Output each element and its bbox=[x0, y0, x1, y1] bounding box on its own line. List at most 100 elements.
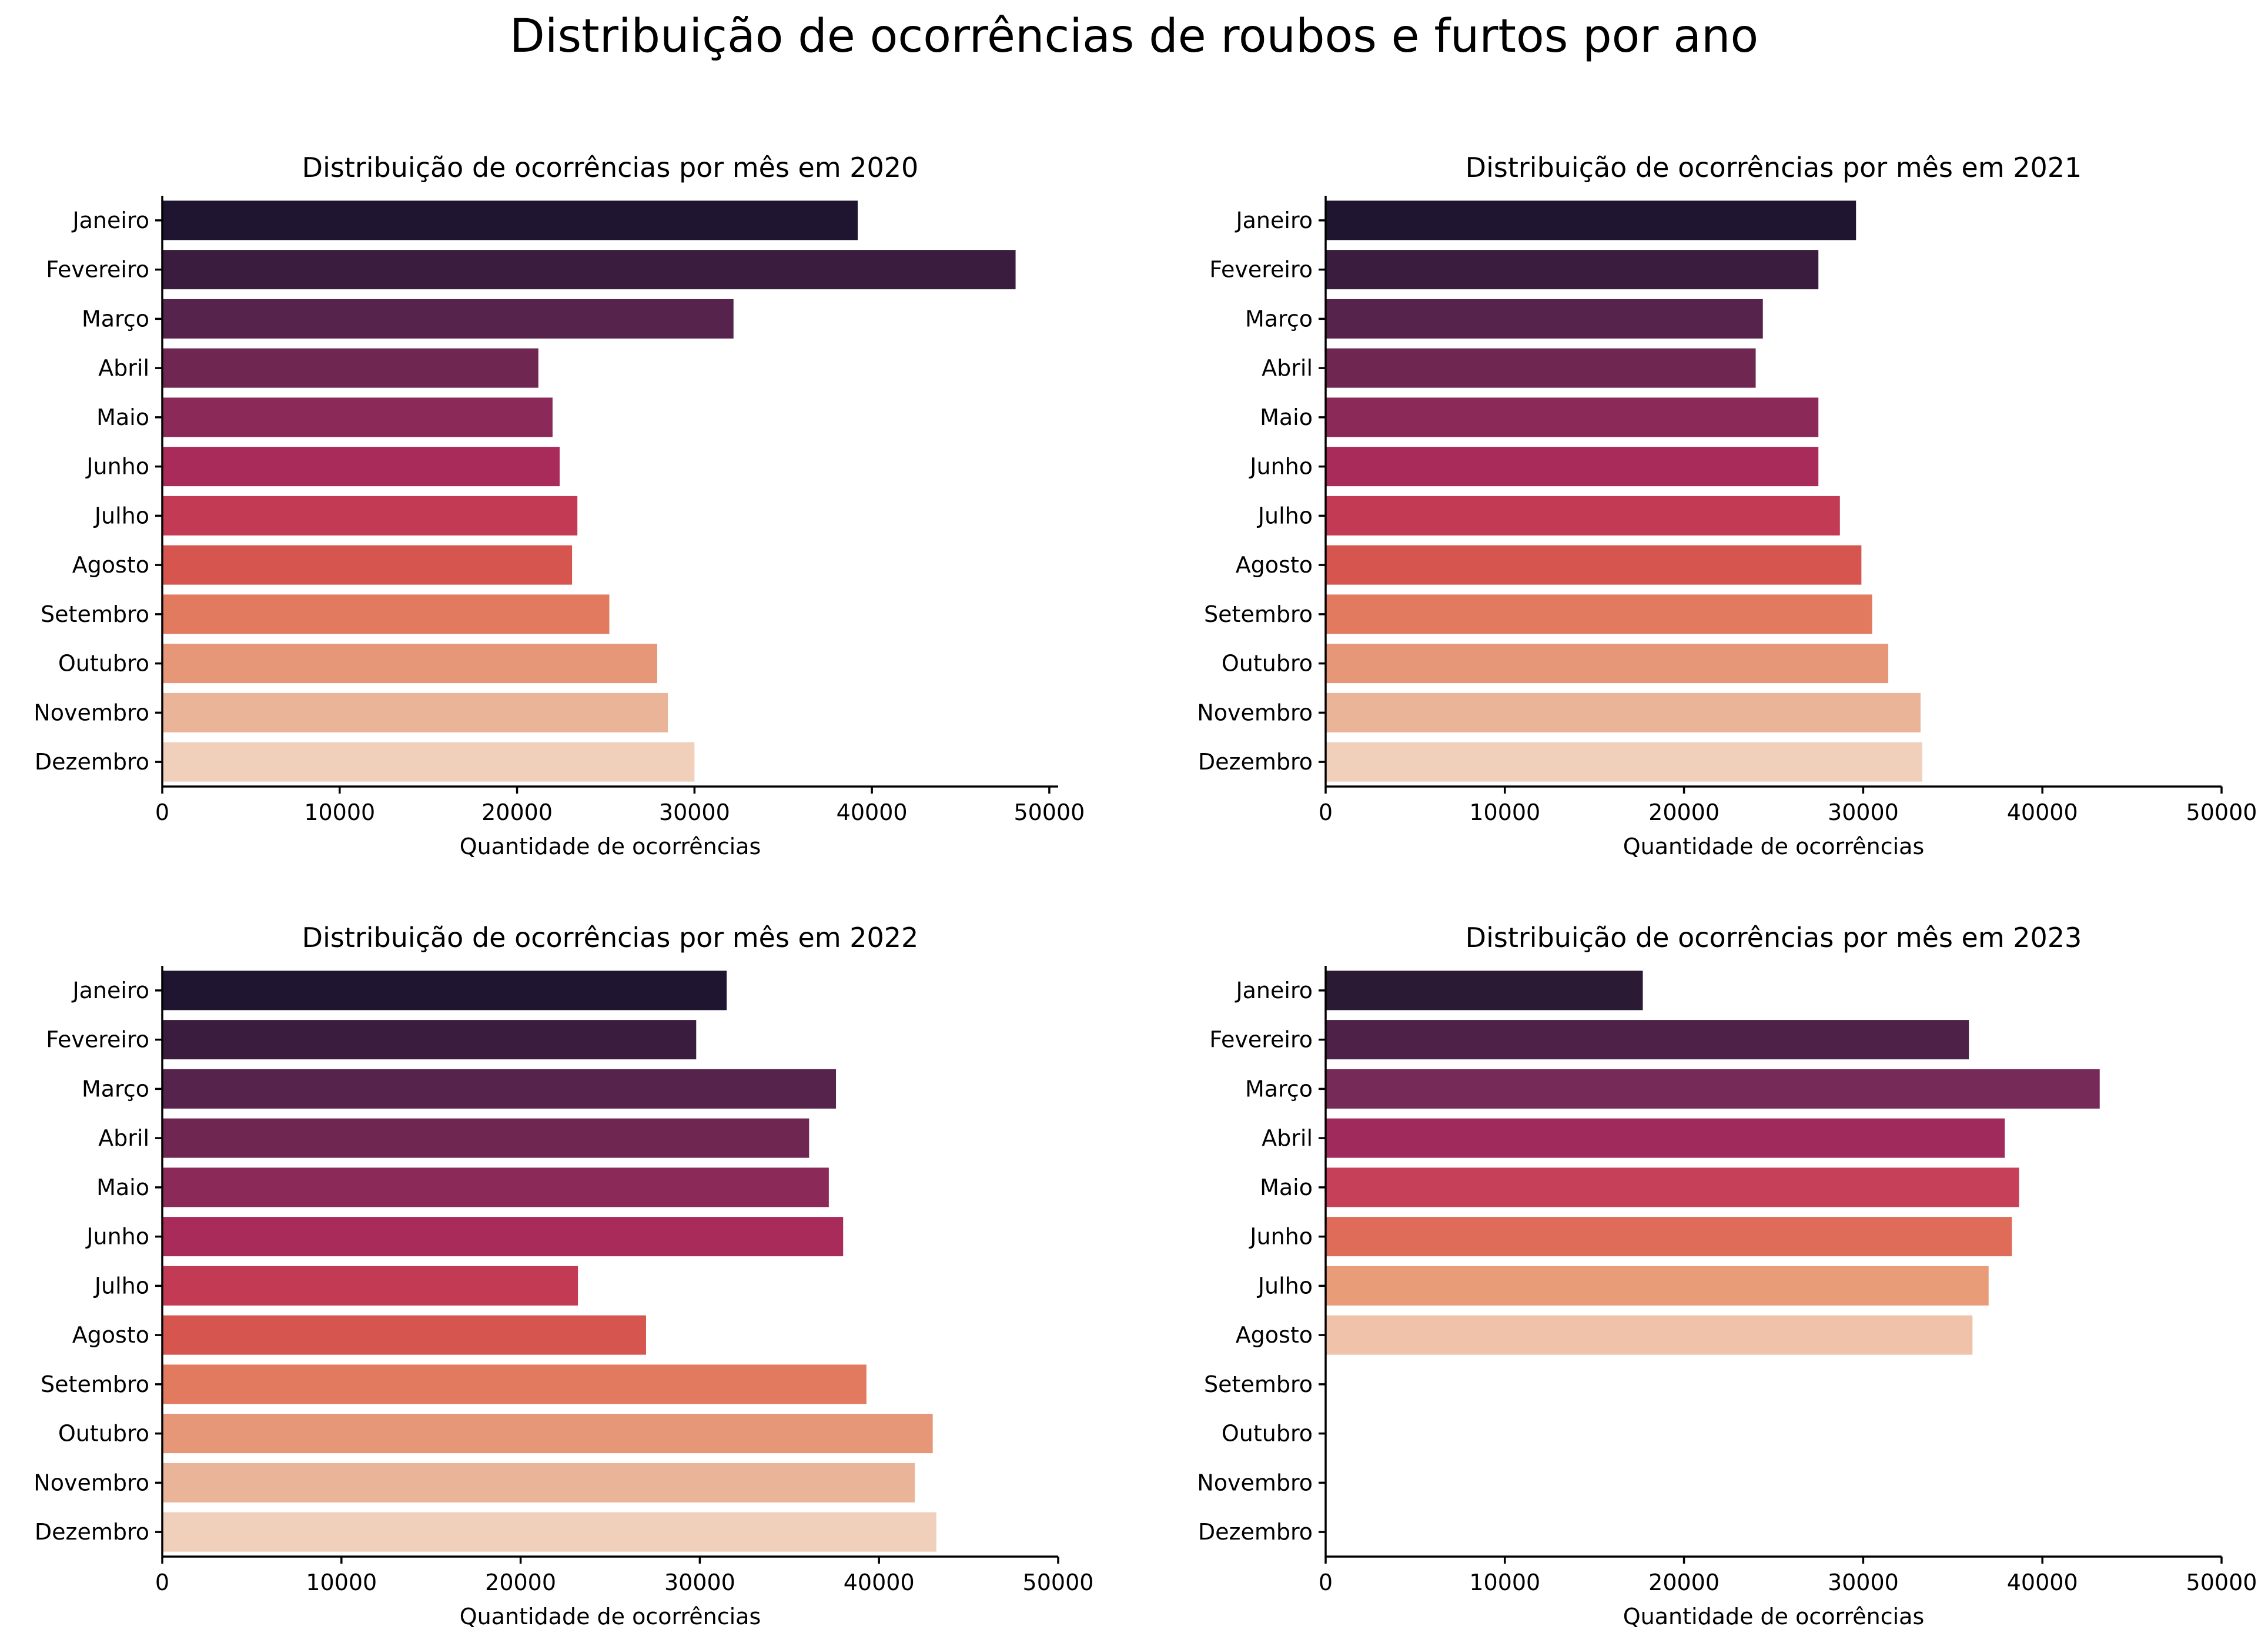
x-tick-label: 30000 bbox=[1828, 799, 1899, 825]
y-tick-label: Junho bbox=[1249, 454, 1313, 480]
bar-fevereiro bbox=[1326, 250, 1819, 290]
bar-maio bbox=[162, 1167, 829, 1207]
y-tick-label: Dezembro bbox=[1198, 1519, 1313, 1545]
subplot-title: Distribuição de ocorrências por mês em 2… bbox=[1466, 922, 2082, 953]
x-tick-label: 50000 bbox=[2186, 799, 2257, 825]
x-tick-label: 20000 bbox=[1648, 1570, 1720, 1595]
bar-julho bbox=[1326, 496, 1840, 536]
y-tick-label: Outubro bbox=[58, 1421, 149, 1447]
x-tick-label: 50000 bbox=[1023, 1570, 1094, 1595]
y-tick-label: Maio bbox=[1260, 404, 1313, 430]
bar-junho bbox=[1326, 447, 1819, 487]
x-tick-label: 50000 bbox=[2186, 1570, 2257, 1595]
x-tick-label: 30000 bbox=[659, 799, 730, 825]
y-tick-label: Setembro bbox=[1204, 1371, 1313, 1397]
bar-outubro bbox=[162, 1414, 933, 1454]
bar-julho bbox=[162, 1266, 578, 1306]
y-tick-label: Outubro bbox=[1222, 651, 1313, 677]
x-tick-label: 10000 bbox=[304, 799, 375, 825]
y-tick-label: Março bbox=[82, 306, 149, 332]
bar-março bbox=[1326, 299, 1763, 339]
y-tick-label: Agosto bbox=[1236, 552, 1313, 578]
y-tick-label: Julho bbox=[93, 503, 149, 528]
bar-fevereiro bbox=[162, 250, 1016, 290]
bar-dezembro bbox=[162, 1512, 936, 1552]
x-tick-label: 30000 bbox=[1828, 1570, 1899, 1595]
y-tick-label: Novembro bbox=[1197, 1470, 1313, 1495]
y-tick-label: Fevereiro bbox=[46, 1027, 149, 1053]
subplot-2: Distribuição de ocorrências por mês em 2… bbox=[1197, 152, 2257, 859]
x-tick-label: 0 bbox=[1319, 799, 1333, 825]
y-tick-label: Abril bbox=[1262, 355, 1313, 381]
bar-outubro bbox=[162, 644, 657, 684]
y-tick-label: Junho bbox=[1249, 1224, 1313, 1250]
x-tick-label: 20000 bbox=[485, 1570, 556, 1595]
y-tick-label: Fevereiro bbox=[1209, 1027, 1313, 1053]
x-tick-label: 40000 bbox=[844, 1570, 915, 1595]
y-tick-label: Junho bbox=[85, 1224, 149, 1250]
y-tick-label: Março bbox=[1245, 306, 1313, 332]
x-tick-label: 10000 bbox=[1469, 799, 1540, 825]
bar-janeiro bbox=[162, 971, 727, 1010]
bar-agosto bbox=[1326, 1315, 1973, 1355]
bar-maio bbox=[1326, 1167, 2019, 1207]
y-tick-label: Novembro bbox=[1197, 700, 1313, 725]
x-tick-label: 10000 bbox=[1469, 1570, 1540, 1595]
y-tick-label: Outubro bbox=[58, 651, 149, 677]
y-tick-label: Novembro bbox=[34, 1470, 149, 1495]
y-tick-label: Junho bbox=[85, 454, 149, 480]
bar-junho bbox=[1326, 1217, 2012, 1257]
x-axis-label: Quantidade de ocorrências bbox=[460, 1604, 761, 1629]
x-axis-label: Quantidade de ocorrências bbox=[460, 834, 761, 859]
y-tick-label: Abril bbox=[98, 355, 149, 381]
y-tick-label: Dezembro bbox=[35, 749, 149, 775]
bar-novembro bbox=[1326, 692, 1921, 732]
bar-abril bbox=[1326, 1118, 2005, 1158]
subplot-grid: Distribuição de ocorrências por mês em 2… bbox=[34, 152, 2257, 1629]
y-tick-label: Maio bbox=[96, 404, 149, 430]
bar-maio bbox=[162, 397, 553, 437]
subplot-title: Distribuição de ocorrências por mês em 2… bbox=[302, 152, 919, 183]
x-tick-label: 10000 bbox=[306, 1570, 377, 1595]
y-tick-label: Agosto bbox=[1236, 1322, 1313, 1348]
y-tick-label: Janeiro bbox=[1235, 978, 1313, 1003]
bar-abril bbox=[162, 1118, 809, 1158]
bar-junho bbox=[162, 1217, 844, 1257]
y-tick-label: Janeiro bbox=[71, 208, 149, 233]
y-tick-label: Março bbox=[82, 1076, 149, 1102]
y-tick-label: Abril bbox=[98, 1125, 149, 1151]
x-tick-label: 40000 bbox=[837, 799, 908, 825]
bar-agosto bbox=[162, 1315, 646, 1355]
x-tick-label: 0 bbox=[155, 799, 169, 825]
subplot-1: Distribuição de ocorrências por mês em 2… bbox=[34, 152, 1085, 859]
subplot-3: Distribuição de ocorrências por mês em 2… bbox=[34, 922, 1093, 1629]
bar-fevereiro bbox=[1326, 1020, 1969, 1060]
bar-setembro bbox=[162, 1364, 867, 1404]
bar-abril bbox=[162, 348, 538, 388]
x-tick-label: 50000 bbox=[1013, 799, 1085, 825]
bar-fevereiro bbox=[162, 1020, 697, 1060]
y-tick-label: Janeiro bbox=[71, 978, 149, 1003]
y-tick-label: Maio bbox=[96, 1174, 149, 1200]
bar-julho bbox=[162, 496, 578, 536]
bar-junho bbox=[162, 447, 560, 487]
y-tick-label: Julho bbox=[93, 1273, 149, 1299]
bar-setembro bbox=[1326, 594, 1872, 634]
y-tick-label: Setembro bbox=[1204, 601, 1313, 627]
bar-julho bbox=[1326, 1266, 1989, 1306]
bar-dezembro bbox=[1326, 742, 1922, 782]
x-axis-label: Quantidade de ocorrências bbox=[1623, 834, 1925, 859]
y-tick-label: Abril bbox=[1262, 1125, 1313, 1151]
bar-março bbox=[162, 299, 734, 339]
y-tick-label: Outubro bbox=[1222, 1421, 1313, 1447]
x-tick-label: 0 bbox=[155, 1570, 169, 1595]
y-tick-label: Julho bbox=[1257, 503, 1313, 528]
figure-suptitle: Distribuição de ocorrências de roubos e … bbox=[510, 10, 1758, 63]
x-tick-label: 30000 bbox=[664, 1570, 735, 1595]
y-tick-label: Agosto bbox=[72, 1322, 149, 1348]
bar-maio bbox=[1326, 397, 1819, 437]
y-tick-label: Fevereiro bbox=[46, 257, 149, 283]
y-tick-label: Julho bbox=[1257, 1273, 1313, 1299]
